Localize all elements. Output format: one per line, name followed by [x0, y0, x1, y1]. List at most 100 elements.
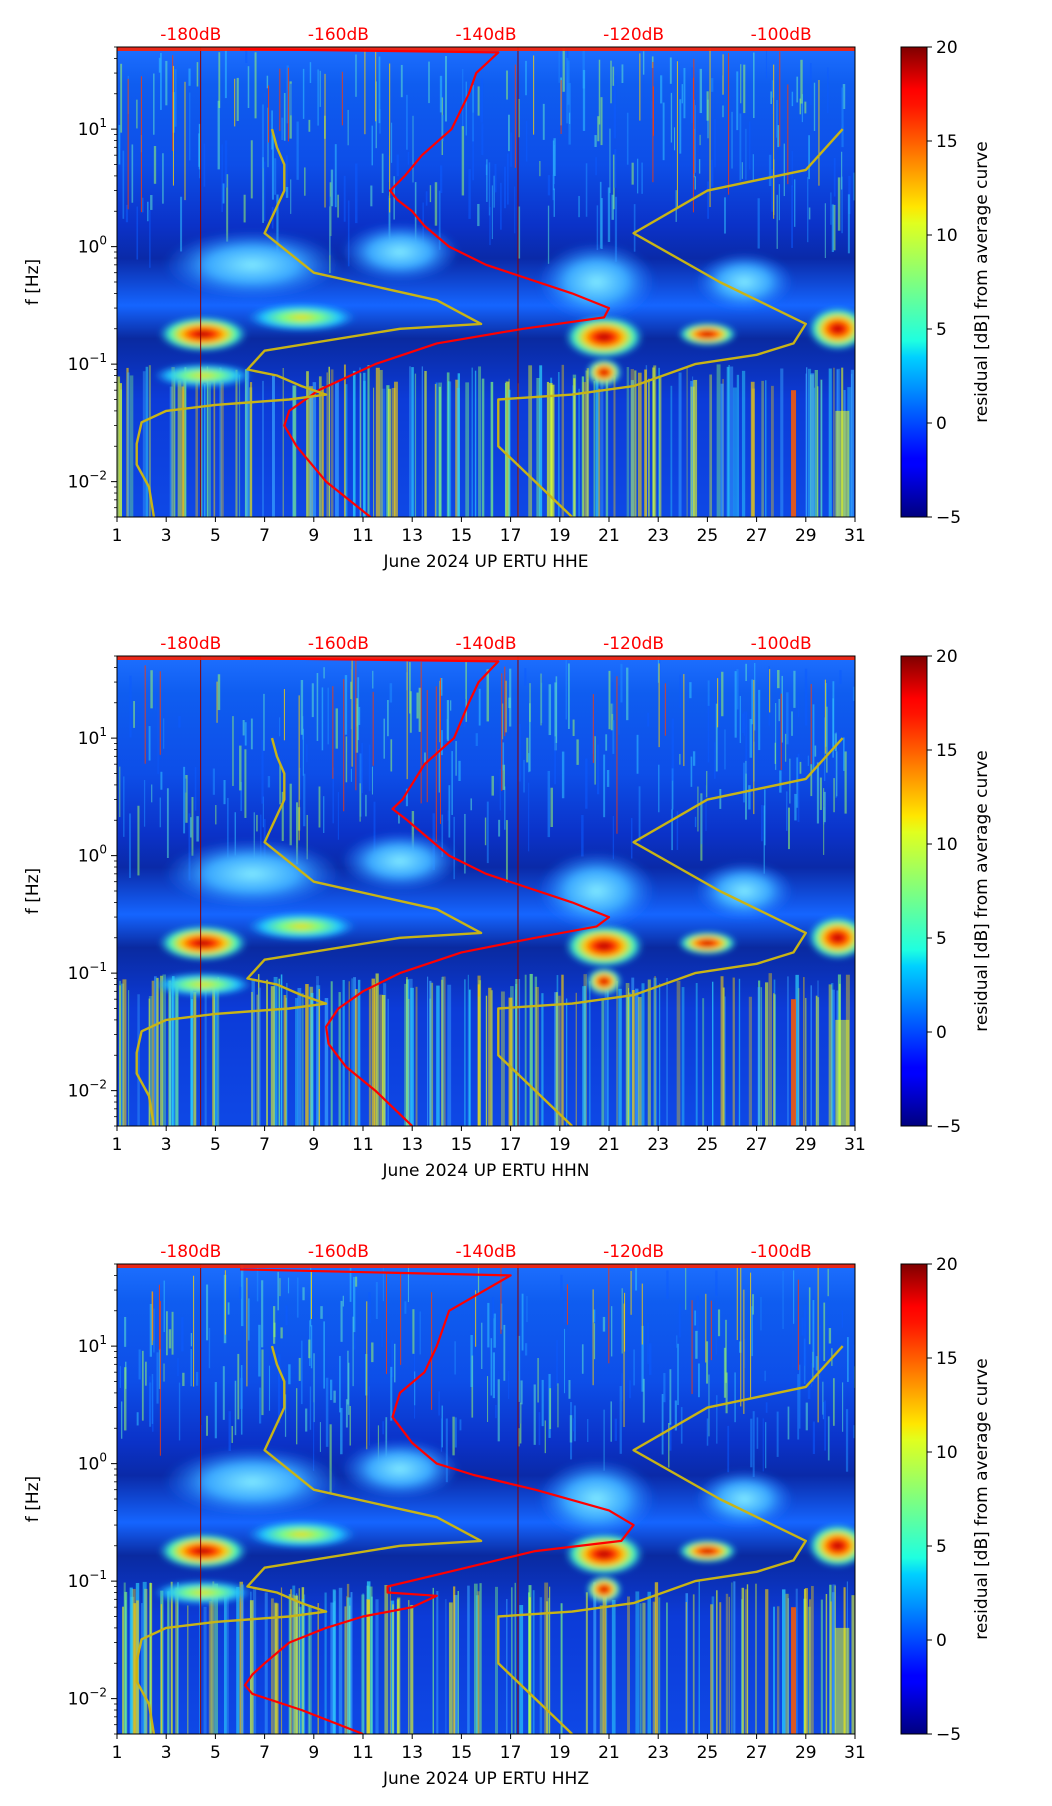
noise-streak [159, 671, 161, 755]
noise-streak [309, 386, 312, 517]
noise-streak [716, 1590, 718, 1734]
noise-streak [386, 385, 390, 517]
colorbar-gradient [900, 655, 928, 1127]
noise-streak [808, 207, 811, 220]
noise-streak [119, 985, 121, 1126]
noise-streak [600, 371, 604, 517]
noise-streak [782, 1589, 786, 1734]
noise-streak [627, 1596, 630, 1734]
noise-streak [227, 797, 229, 858]
noise-streak [690, 756, 693, 787]
noise-streak [715, 703, 718, 772]
noise-streak [490, 990, 493, 1126]
noise-streak [287, 67, 289, 142]
storm-burst [694, 861, 795, 921]
noise-streak [286, 982, 288, 1126]
storm-burst [694, 252, 795, 312]
noise-streak [263, 693, 265, 751]
noise-streak [648, 378, 650, 517]
x-axis-label: June 2024 UP ERTU HHE [382, 552, 588, 572]
noise-streak [419, 1311, 421, 1355]
colorbar-tick-label: 20 [936, 38, 958, 58]
noise-streak [491, 185, 493, 240]
noise-streak [355, 660, 357, 791]
noise-streak [533, 55, 535, 135]
noise-streak [587, 1419, 589, 1442]
noise-streak [540, 673, 542, 726]
noise-streak [335, 708, 338, 749]
noise-streak [773, 64, 775, 219]
top-db-label: -100dB [751, 25, 812, 45]
noise-streak [611, 1599, 616, 1734]
noise-streak [436, 985, 440, 1126]
noise-streak [151, 1291, 153, 1346]
noise-streak [273, 976, 278, 1126]
noise-streak [129, 375, 134, 517]
noise-streak [141, 1603, 143, 1734]
noise-streak [524, 668, 527, 686]
x-tick-label: 21 [598, 526, 620, 546]
noise-streak [196, 62, 199, 87]
noise-streak [361, 1594, 365, 1734]
noise-streak [749, 121, 751, 170]
noise-streak [582, 382, 587, 517]
storm-burst [162, 838, 343, 909]
noise-streak [468, 168, 471, 219]
noise-streak [303, 1594, 306, 1734]
noise-streak [316, 985, 321, 1126]
noise-streak [695, 982, 698, 1126]
noise-streak [660, 75, 663, 104]
noise-streak [236, 1586, 240, 1734]
noise-streak [316, 673, 319, 741]
y-tick-label: 101 [78, 116, 107, 140]
noise-streak [306, 814, 308, 860]
noise-streak [739, 1341, 742, 1353]
noise-streak [731, 1582, 733, 1734]
noise-streak [235, 369, 238, 517]
noise-streak [117, 376, 121, 517]
noise-streak [817, 980, 819, 1126]
top-db-label: -180dB [160, 25, 221, 45]
noise-streak [381, 995, 386, 1126]
noise-streak [654, 1582, 659, 1734]
noise-streak [387, 700, 389, 737]
noise-streak [214, 1381, 217, 1439]
noise-streak [506, 1598, 508, 1734]
noise-streak [301, 993, 304, 1126]
noise-streak [447, 810, 449, 821]
noise-streak [732, 387, 737, 517]
noise-streak [805, 1402, 808, 1431]
noise-streak [175, 1587, 179, 1734]
x-tick-label: 9 [308, 1135, 319, 1155]
noise-streak [244, 749, 247, 818]
x-tick-label: 17 [500, 1135, 522, 1155]
noise-streak [690, 380, 694, 517]
noise-streak [117, 656, 855, 660]
noise-streak [609, 128, 611, 193]
noise-streak [742, 713, 744, 734]
colorbar-tick-label: 10 [936, 226, 958, 246]
noise-streak [715, 1270, 718, 1296]
noise-streak [642, 1378, 645, 1423]
x-tick-label: 25 [697, 526, 719, 546]
noise-streak [477, 1264, 480, 1294]
noise-streak [234, 1380, 237, 1436]
noise-streak [238, 374, 241, 517]
noise-streak [367, 365, 370, 517]
noise-streak [601, 998, 605, 1126]
noise-streak [658, 1597, 661, 1734]
noise-streak [185, 774, 188, 823]
noise-streak [616, 980, 618, 1126]
noise-streak [257, 987, 261, 1126]
noise-streak [776, 1606, 780, 1734]
noise-streak [698, 1581, 700, 1734]
noise-streak [389, 63, 391, 213]
noise-streak [453, 1586, 456, 1734]
noise-streak [539, 365, 543, 517]
noise-streak [171, 976, 175, 1126]
noise-streak [558, 51, 560, 83]
noise-streak [520, 1380, 523, 1405]
noise-streak [270, 986, 275, 1126]
